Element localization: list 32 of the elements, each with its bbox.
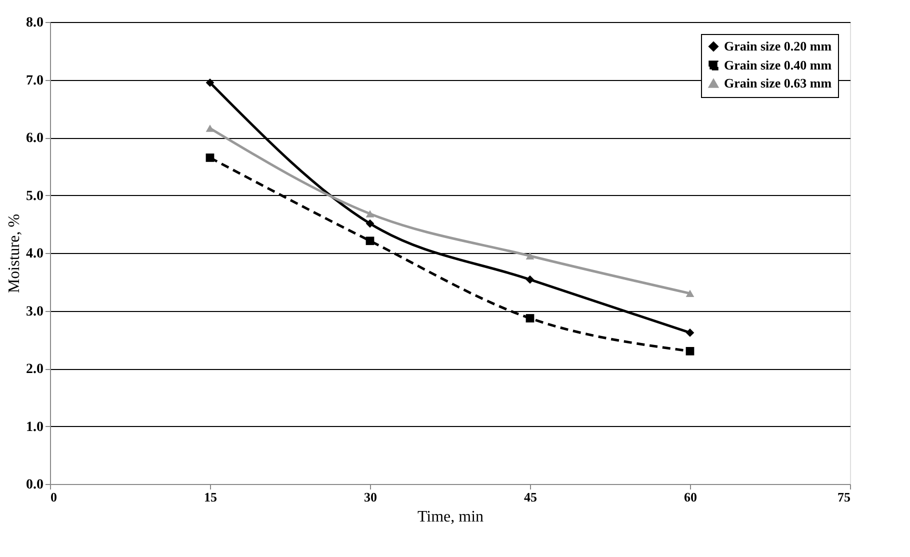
x-tick-label: 75 <box>838 490 851 504</box>
y-tick-label: 3.0 <box>26 304 44 320</box>
x-tick-label: 30 <box>364 490 377 504</box>
point <box>206 154 214 162</box>
point <box>686 346 694 356</box>
y-tick-label: 6.0 <box>26 131 44 146</box>
y-tick-label: 7.0 <box>26 73 44 88</box>
y-tick-label: 5.0 <box>26 188 44 204</box>
x-tick-label: 60 <box>684 490 697 504</box>
point <box>526 275 534 284</box>
point <box>526 314 534 322</box>
point <box>366 219 374 228</box>
x-tick-label: 0 <box>50 490 57 504</box>
legend-label: Grain size 0.40 mm <box>724 58 832 72</box>
y-axis-title: Moisture, % <box>6 214 23 294</box>
point <box>366 210 374 218</box>
point <box>206 78 214 87</box>
legend-label: Grain size 0.20 mm <box>724 38 832 54</box>
point <box>366 236 374 246</box>
point <box>686 328 694 337</box>
point <box>206 124 214 132</box>
x-axis-title: Time, min <box>417 508 484 526</box>
y-tick-label: 4.0 <box>26 246 44 262</box>
y-tick-label: 2.0 <box>26 362 44 377</box>
x-tick-label: 15 <box>204 490 218 504</box>
y-tick-label: 8.0 <box>26 16 44 30</box>
y-tick-label: 0.0 <box>26 478 44 492</box>
legend-label: Grain size 0.63 mm <box>724 76 832 90</box>
x-tick-label: 45 <box>524 490 538 504</box>
y-tick-label: 1.0 <box>26 420 44 435</box>
point <box>526 252 534 260</box>
point <box>686 290 694 298</box>
